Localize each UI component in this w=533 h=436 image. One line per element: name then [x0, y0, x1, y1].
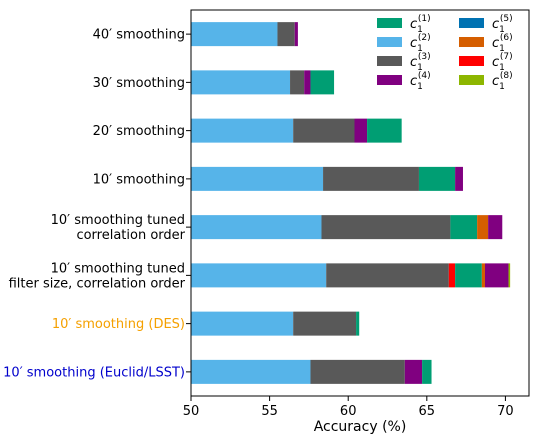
- x-tick-label: 60: [340, 404, 357, 419]
- bar-segment-4-1: [321, 215, 451, 240]
- bar-segment-2-0: [191, 118, 294, 143]
- bar-segment-2-3: [367, 118, 402, 143]
- category-label: 10′ smoothing: [93, 172, 185, 187]
- bar-segment-1-2: [304, 70, 311, 95]
- bar-segment-3-1: [323, 166, 419, 191]
- x-tick-label: 70: [497, 404, 514, 419]
- bar-segment-4-2: [450, 215, 478, 240]
- category-label: 10′ smoothing (Euclid/LSST): [3, 365, 185, 380]
- legend-label: c1(1): [410, 14, 431, 35]
- legend-swatch: [377, 75, 402, 85]
- bar-segment-7-3: [422, 359, 432, 384]
- x-tick-label: 50: [183, 404, 200, 419]
- legend-label: c1(2): [410, 33, 431, 54]
- legend: c1(1)c1(2)c1(3)c1(4) c1(5)c1(6)c1(7)c1(8): [377, 14, 513, 92]
- legend-label: c1(6): [492, 33, 513, 54]
- category-label: 10′ smoothing tuned: [51, 261, 185, 276]
- x-axis-title: Accuracy (%): [314, 419, 407, 435]
- bar-segment-6-2: [356, 311, 360, 336]
- legend-label: c1(3): [410, 52, 431, 73]
- legend-swatch: [459, 56, 484, 66]
- bar-segment-5-2: [448, 263, 456, 288]
- legend-swatch: [459, 75, 484, 85]
- bar-segment-0-1: [277, 22, 295, 47]
- bar-segment-4-4: [488, 215, 503, 240]
- bar-segment-5-3: [455, 263, 482, 288]
- x-ticks: 50 55 60 65 70: [183, 396, 514, 419]
- legend-swatch: [459, 37, 484, 47]
- category-label: correlation order: [76, 228, 185, 243]
- bar-segment-3-2: [418, 166, 456, 191]
- bar-segment-7-0: [191, 359, 311, 384]
- bar-segment-0-2: [294, 22, 298, 47]
- legend-swatch: [377, 56, 402, 66]
- bar-segment-2-2: [354, 118, 368, 143]
- bar-segment-0-0: [191, 22, 278, 47]
- bar-segment-4-3: [477, 215, 489, 240]
- category-label: 10′ smoothing tuned: [51, 213, 185, 228]
- bar-segment-3-0: [191, 166, 324, 191]
- category-label: 10′ smoothing (DES): [52, 317, 185, 332]
- legend-label: c1(7): [492, 52, 513, 73]
- bar-segment-2-1: [293, 118, 355, 143]
- axes: [190, 9, 530, 397]
- bar-segment-5-4: [481, 263, 485, 288]
- x-tick-label: 65: [419, 404, 436, 419]
- bar-segment-6-0: [191, 311, 294, 336]
- category-label: 20′ smoothing: [93, 124, 185, 139]
- legend-label: c1(5): [492, 14, 513, 35]
- bar-segment-5-1: [326, 263, 449, 288]
- legend-swatch: [377, 18, 402, 28]
- bar-segment-5-5: [484, 263, 509, 288]
- category-label: 40′ smoothing: [93, 28, 185, 43]
- legend-label: c1(8): [492, 71, 513, 92]
- bars-group: [191, 22, 511, 384]
- bar-segment-7-1: [310, 359, 405, 384]
- bar-segment-4-0: [191, 215, 322, 240]
- bar-segment-1-0: [191, 70, 291, 95]
- bar-segment-1-3: [310, 70, 335, 95]
- legend-label: c1(4): [410, 71, 431, 92]
- category-label: filter size, correlation order: [9, 276, 186, 291]
- plot-frame: [190, 9, 530, 397]
- x-tick-label: 55: [261, 404, 278, 419]
- category-label: 30′ smoothing: [93, 76, 185, 91]
- category-labels: 40′ smoothing 30′ smoothing 20′ smoothing 1…: [3, 28, 191, 380]
- bar-segment-6-1: [293, 311, 357, 336]
- bar-segment-3-3: [455, 166, 463, 191]
- bar-segment-1-1: [290, 70, 305, 95]
- bar-segment-5-6: [508, 263, 511, 288]
- bar-segment-7-2: [404, 359, 423, 384]
- bar-segment-5-0: [191, 263, 327, 288]
- legend-swatch: [377, 37, 402, 47]
- legend-swatch: [459, 18, 484, 28]
